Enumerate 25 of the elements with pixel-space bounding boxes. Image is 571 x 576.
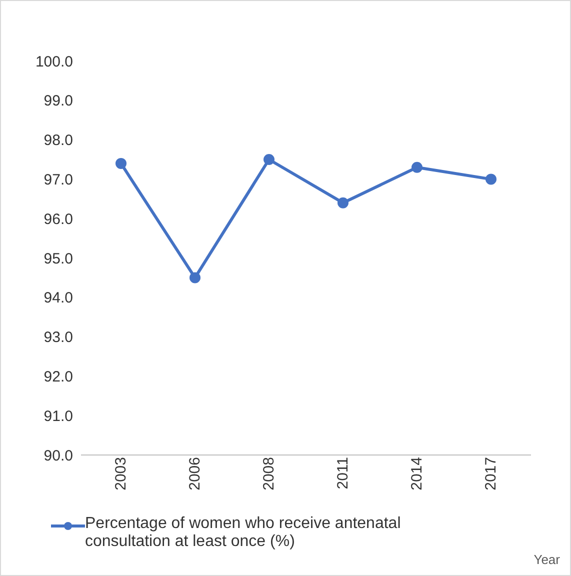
y-tick-label: 97.0 — [44, 172, 73, 189]
point — [264, 154, 274, 165]
x-tick-label: 2003 — [112, 457, 130, 490]
x-tick-label: 2006 — [186, 457, 204, 490]
point — [486, 174, 496, 185]
point — [412, 162, 422, 173]
x-tick-label: 2017 — [482, 457, 500, 490]
y-tick-label: 90.0 — [44, 447, 73, 464]
y-tick-label: 91.0 — [44, 408, 73, 425]
y-tick-label: 98.0 — [44, 132, 73, 150]
y-tick-label: 96.0 — [44, 210, 73, 228]
x-tick-label: 2008 — [260, 457, 278, 490]
x-tick-label: 2014 — [408, 457, 426, 490]
point — [116, 158, 126, 169]
x-axis-title: Year — [534, 552, 560, 567]
y-tick-label: 100.0 — [35, 53, 73, 70]
y-tick-label: 99.0 — [44, 92, 73, 110]
y-tick-label: 95.0 — [44, 250, 73, 268]
y-tick-label: 94.0 — [44, 290, 73, 307]
point — [190, 272, 200, 284]
y-tick-label: 92.0 — [44, 368, 73, 386]
point — [338, 197, 348, 208]
legend-label: Percentage of women who receive antenatal consultation at least once (%) — [85, 515, 402, 551]
x-tick-label: 2011 — [334, 457, 352, 490]
y-tick-label: 93.0 — [44, 329, 73, 346]
